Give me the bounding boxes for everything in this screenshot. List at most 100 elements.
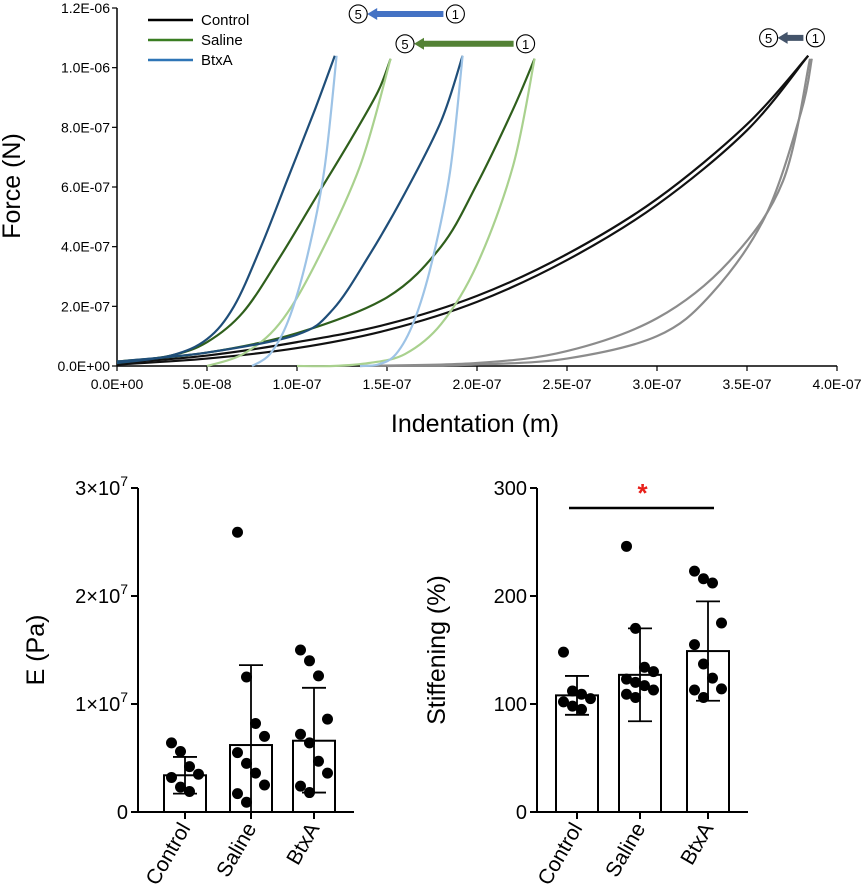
data-point <box>576 703 587 715</box>
chart-a-cycle-label: 1 <box>812 31 819 46</box>
chart-b-plot: 0 1×107 2×107 3×107 Control Saline BtxA <box>75 473 354 889</box>
bar-chart-category-label: Saline <box>601 819 650 881</box>
bar-chart-y-tick-label: 2×107 <box>75 581 128 608</box>
chart-a-cycle-marker <box>759 28 779 48</box>
chart-a-legend: Control Saline BtxA <box>148 12 249 69</box>
chart-a-series-line <box>116 55 336 365</box>
stiffening-bar-chart: 0 100 200 300 Control Saline BtxA * Stiffening … <box>423 478 748 889</box>
data-point <box>166 737 177 749</box>
data-point <box>630 622 641 634</box>
chart-a-cycle-label: 1 <box>452 7 459 22</box>
data-point <box>630 676 641 688</box>
data-point <box>175 781 186 793</box>
chart-a-y-tick-label: 8.0E-07 <box>61 119 110 135</box>
force-indentation-chart: 0.0E+00 2.0E-07 4.0E-07 6.0E-07 8.0E-07 1.0E-… <box>0 0 862 438</box>
data-point <box>259 779 270 791</box>
data-point <box>648 666 659 678</box>
chart-a-cycle-marker <box>348 4 368 24</box>
bar-chart-category-label: Control <box>534 819 588 889</box>
data-point <box>295 728 306 740</box>
chart-b-y-axis-title: E (Pa) <box>22 615 50 686</box>
data-point <box>621 540 632 552</box>
significance-star: * <box>637 478 648 508</box>
data-point <box>241 671 252 683</box>
chart-a-y-tick-label: 6.0E-07 <box>61 179 110 195</box>
data-point <box>193 768 204 780</box>
chart-a-cycle-marker <box>395 34 415 54</box>
data-point <box>698 573 709 585</box>
chart-a-y-tick-label: 1.0E-06 <box>61 60 110 76</box>
chart-a-y-tick-label: 2.0E-07 <box>61 298 110 314</box>
data-point <box>259 730 270 742</box>
chart-a-series <box>116 55 813 368</box>
chart-a-x-tick-label: 1.5E-07 <box>362 376 411 392</box>
data-point <box>304 787 315 799</box>
chart-a-series-line <box>386 58 813 368</box>
chart-a-series-line <box>116 55 464 363</box>
data-point <box>241 757 252 769</box>
chart-a-series-line <box>251 55 338 367</box>
chart-a-cycle-marker <box>516 34 536 54</box>
chart-a-y-tick-label: 0.0E+00 <box>57 358 110 374</box>
data-point <box>716 683 727 695</box>
data-point <box>630 692 641 704</box>
data-point <box>621 673 632 685</box>
chart-a-legend-label: BtxA <box>201 52 233 69</box>
chart-a-x-tick-label: 4.0E-07 <box>812 376 861 392</box>
data-point <box>295 780 306 792</box>
data-point <box>585 693 596 705</box>
data-point <box>304 655 315 667</box>
data-point <box>241 796 252 808</box>
data-point <box>304 737 315 749</box>
data-point <box>175 746 186 758</box>
data-point <box>558 696 569 708</box>
chart-a-x-axis-title: Indentation (m) <box>391 410 559 438</box>
chart-a-x-tick-label: 3.0E-07 <box>632 376 681 392</box>
chart-a-cycle-label: 1 <box>522 37 529 52</box>
data-point <box>184 761 195 773</box>
chart-a-cycle-label: 5 <box>355 7 362 22</box>
data-point <box>648 684 659 696</box>
data-point <box>322 767 333 779</box>
chart-a-cycle-marker <box>445 4 465 24</box>
bar-chart-y-tick-label: 1×107 <box>75 689 128 716</box>
chart-a-cycle-label: 5 <box>765 31 772 46</box>
chart-a-arrow-head <box>367 7 378 20</box>
chart-a-y-tick-label: 4.0E-07 <box>61 239 110 255</box>
data-point <box>166 771 177 783</box>
data-point <box>250 717 261 729</box>
bar-chart-y-tick-label: 3×107 <box>75 473 128 500</box>
data-point <box>232 788 243 800</box>
chart-a-legend-label: Saline <box>201 32 243 49</box>
data-point <box>639 661 650 673</box>
data-point <box>558 646 569 658</box>
chart-a-annotations: 5 1 5 1 5 1 <box>348 4 825 54</box>
bar-chart-y-tick-label: 0 <box>117 802 128 824</box>
chart-a-series-line <box>359 55 464 368</box>
chart-a-axes: 0.0E+00 2.0E-07 4.0E-07 6.0E-07 8.0E-07 1.0E-… <box>57 0 861 392</box>
data-point <box>295 644 306 656</box>
chart-a-y-axis-title: Force (N) <box>0 133 26 239</box>
data-point <box>567 685 578 697</box>
data-point <box>232 526 243 538</box>
chart-a-series-line <box>206 58 392 368</box>
data-point <box>689 639 700 651</box>
data-point <box>716 617 727 629</box>
data-point <box>689 684 700 696</box>
data-point <box>250 767 261 779</box>
chart-c-y-axis-title: Stiffening (%) <box>423 575 451 725</box>
data-point <box>639 680 650 692</box>
data-point <box>232 747 243 759</box>
chart-a-x-tick-label: 5.0E-08 <box>182 376 231 392</box>
bar-chart-y-tick-label: 0 <box>516 802 527 824</box>
data-point <box>313 755 324 767</box>
modulus-bar-chart: 0 1×107 2×107 3×107 Control Saline BtxA E (Pa) <box>22 473 354 889</box>
chart-a-x-tick-label: 3.5E-07 <box>722 376 771 392</box>
chart-a-arrow-head <box>777 31 788 44</box>
bar-chart-category-label: BtxA <box>676 819 718 869</box>
chart-a-cycle-label: 5 <box>401 37 408 52</box>
data-point <box>707 672 718 684</box>
data-point <box>698 692 709 704</box>
bar-chart-category-label: BtxA <box>282 819 324 869</box>
